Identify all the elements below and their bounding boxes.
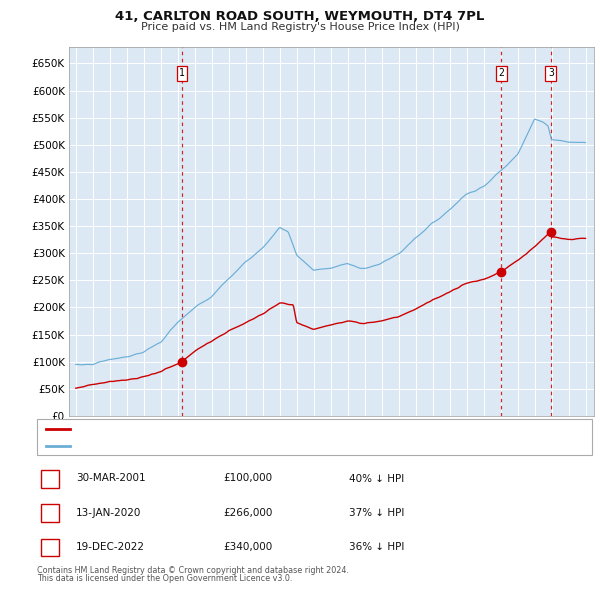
Text: £266,000: £266,000 <box>223 508 272 517</box>
Text: 2: 2 <box>47 508 53 517</box>
Text: Contains HM Land Registry data © Crown copyright and database right 2024.: Contains HM Land Registry data © Crown c… <box>37 566 349 575</box>
Text: 30-MAR-2001: 30-MAR-2001 <box>76 474 146 483</box>
Text: 3: 3 <box>548 68 554 78</box>
Text: 19-DEC-2022: 19-DEC-2022 <box>76 542 145 552</box>
Text: £340,000: £340,000 <box>223 542 272 552</box>
Text: 41, CARLTON ROAD SOUTH, WEYMOUTH, DT4 7PL: 41, CARLTON ROAD SOUTH, WEYMOUTH, DT4 7P… <box>115 10 485 23</box>
Text: £100,000: £100,000 <box>223 474 272 483</box>
Text: This data is licensed under the Open Government Licence v3.0.: This data is licensed under the Open Gov… <box>37 574 293 583</box>
Text: 40% ↓ HPI: 40% ↓ HPI <box>349 474 404 483</box>
Text: 1: 1 <box>179 68 185 78</box>
Text: 13-JAN-2020: 13-JAN-2020 <box>76 508 142 517</box>
Text: 36% ↓ HPI: 36% ↓ HPI <box>349 542 404 552</box>
Text: 37% ↓ HPI: 37% ↓ HPI <box>349 508 404 517</box>
Text: 3: 3 <box>47 542 53 552</box>
Text: 1: 1 <box>47 474 53 483</box>
Text: 41, CARLTON ROAD SOUTH, WEYMOUTH, DT4 7PL (detached house): 41, CARLTON ROAD SOUTH, WEYMOUTH, DT4 7P… <box>73 424 412 434</box>
Text: HPI: Average price, detached house, Dorset: HPI: Average price, detached house, Dors… <box>73 441 290 451</box>
Text: Price paid vs. HM Land Registry's House Price Index (HPI): Price paid vs. HM Land Registry's House … <box>140 22 460 32</box>
Text: 2: 2 <box>498 68 504 78</box>
